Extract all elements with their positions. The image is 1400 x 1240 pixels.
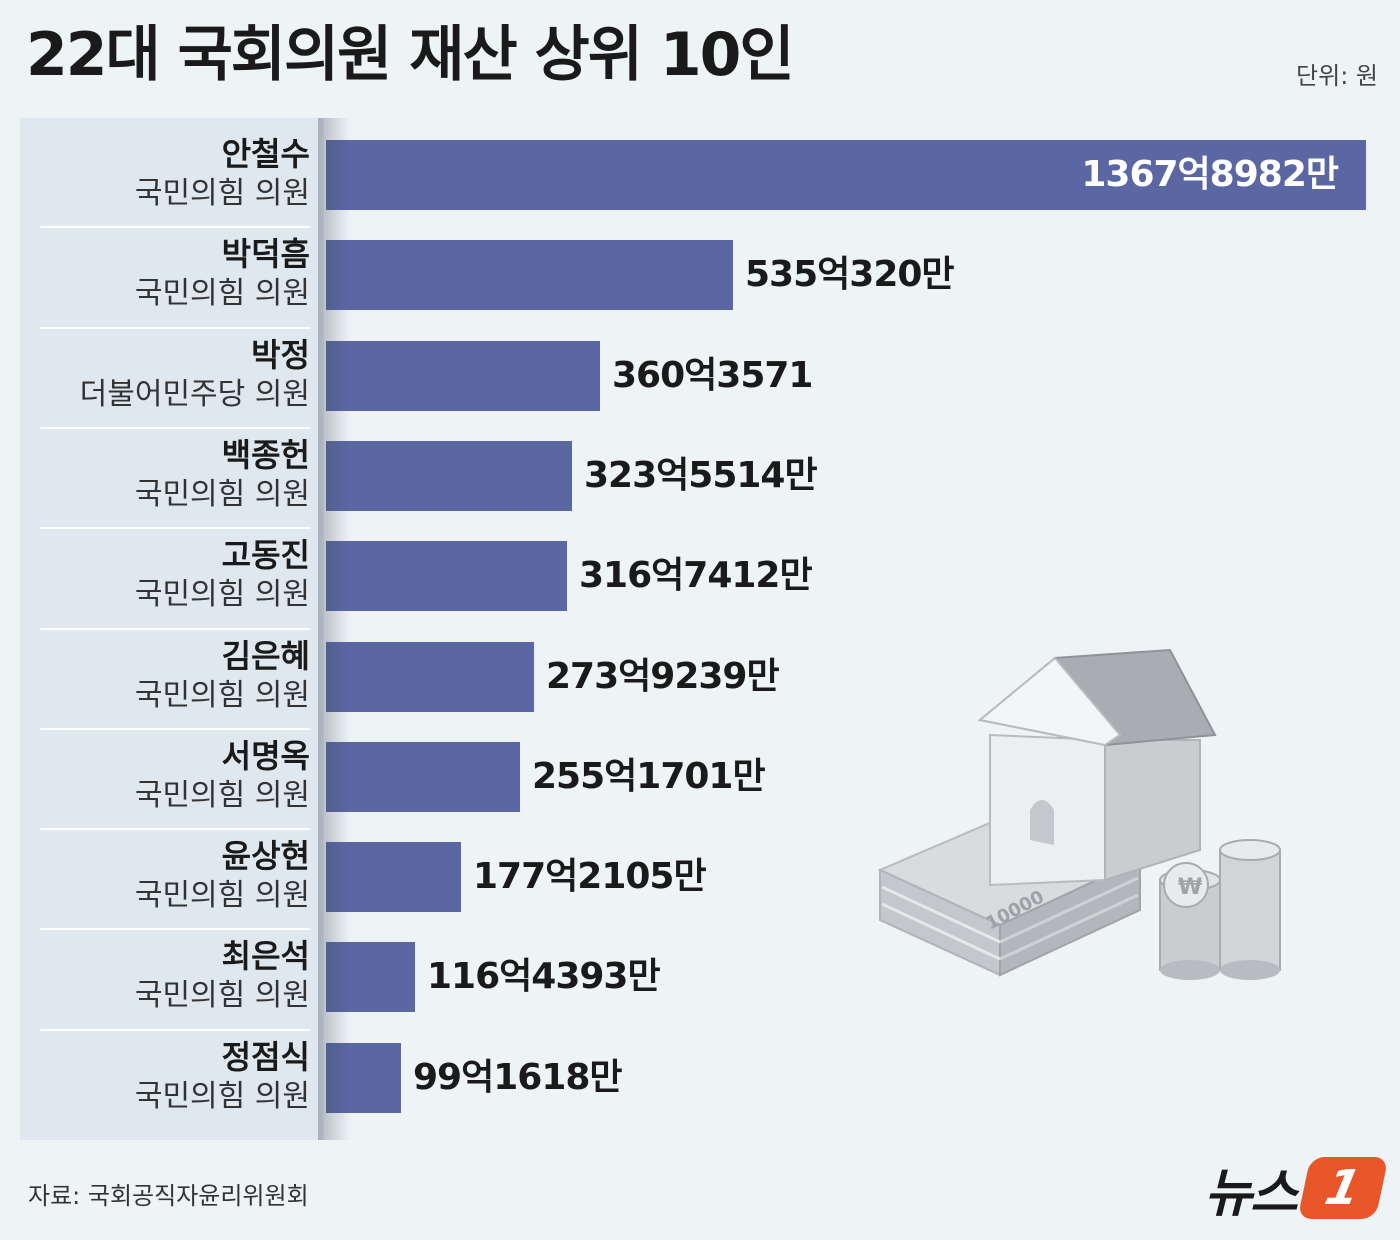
bar-value-label: 116억4393만	[427, 956, 661, 998]
chart-title: 22대 국회의원 재산 상위 10인	[26, 20, 795, 90]
member-name: 박정	[251, 335, 310, 374]
member-name: 백종헌	[221, 435, 310, 474]
bar-value-label: 323억5514만	[584, 454, 818, 496]
row-label: 안철수 국민의힘 의원	[20, 134, 310, 214]
member-party: 더불어민주당 의원	[79, 376, 310, 412]
bar-value-label: 99억1618만	[413, 1056, 623, 1098]
member-party: 국민의힘 의원	[134, 677, 310, 713]
row-separator	[40, 928, 310, 931]
row-label: 김은혜 국민의힘 의원	[20, 636, 310, 716]
news1-logo: 뉴스 1	[1204, 1152, 1389, 1224]
member-party: 국민의힘 의원	[134, 978, 310, 1014]
row-separator	[40, 627, 310, 630]
logo-badge: 1	[1297, 1157, 1389, 1219]
coin-stack-icon: ₩	[1159, 839, 1281, 980]
bar	[326, 541, 567, 612]
bar	[326, 741, 520, 812]
row-separator	[40, 226, 310, 229]
bar-value-label: 535억320만	[745, 254, 955, 296]
svg-text:₩: ₩	[1178, 875, 1202, 900]
row-label: 박덕흠 국민의힘 의원	[20, 234, 310, 314]
row-label: 최은석 국민의힘 의원	[20, 936, 310, 1016]
member-name: 정점식	[221, 1037, 310, 1076]
member-party: 국민의힘 의원	[134, 577, 310, 613]
bar	[326, 440, 572, 511]
bar	[326, 240, 733, 311]
row-label: 고동진 국민의힘 의원	[20, 535, 310, 615]
source-note: 자료: 국회공직자윤리위원회	[28, 1182, 309, 1210]
bar	[326, 641, 534, 712]
member-name: 박덕흠	[221, 235, 310, 274]
axis-shadow	[318, 118, 350, 1140]
member-name: 서명옥	[221, 736, 310, 775]
member-name: 윤상현	[221, 837, 310, 876]
member-name: 고동진	[221, 536, 310, 575]
bar-value-label: 255억1701만	[532, 755, 766, 797]
house-icon	[977, 648, 1217, 887]
bar-value-label: 316억7412만	[579, 555, 813, 597]
member-party: 국민의힘 의원	[134, 1078, 310, 1114]
member-party: 국민의힘 의원	[134, 878, 310, 914]
row-separator	[40, 727, 310, 730]
row-separator	[40, 828, 310, 831]
member-name: 최은석	[221, 937, 310, 976]
member-party: 국민의힘 의원	[134, 777, 310, 813]
logo-text: 뉴스	[1204, 1163, 1298, 1224]
bar	[326, 140, 1366, 210]
row-separator	[40, 326, 310, 329]
bar	[326, 340, 600, 411]
row-separator	[40, 1028, 310, 1031]
bar	[326, 1042, 401, 1113]
member-name: 김은혜	[221, 636, 310, 675]
row-label: 박정 더불어민주당 의원	[20, 335, 310, 415]
row-label: 정점식 국민의힘 의원	[20, 1037, 310, 1117]
bar	[326, 842, 461, 913]
row-separator	[40, 527, 310, 530]
row-label: 윤상현 국민의힘 의원	[20, 836, 310, 916]
bar	[326, 942, 415, 1013]
member-party: 국민의힘 의원	[134, 476, 310, 512]
member-party: 국민의힘 의원	[134, 276, 310, 312]
unit-label: 단위: 원	[1296, 62, 1378, 90]
bar-value-label: 360억3571	[612, 354, 813, 396]
bar-value-label: 177억2105만	[473, 856, 707, 898]
member-name: 안철수	[221, 135, 310, 173]
bar-value-label: 273억9239만	[546, 655, 780, 697]
row-label: 서명옥 국민의힘 의원	[20, 736, 310, 816]
bar-value-label: 1367억8982만	[1081, 154, 1339, 195]
house-and-money-illustration: 10000 ₩	[877, 648, 1281, 980]
row-label: 백종헌 국민의힘 의원	[20, 435, 310, 515]
member-party: 국민의힘 의원	[134, 176, 310, 211]
row-separator	[40, 426, 310, 429]
